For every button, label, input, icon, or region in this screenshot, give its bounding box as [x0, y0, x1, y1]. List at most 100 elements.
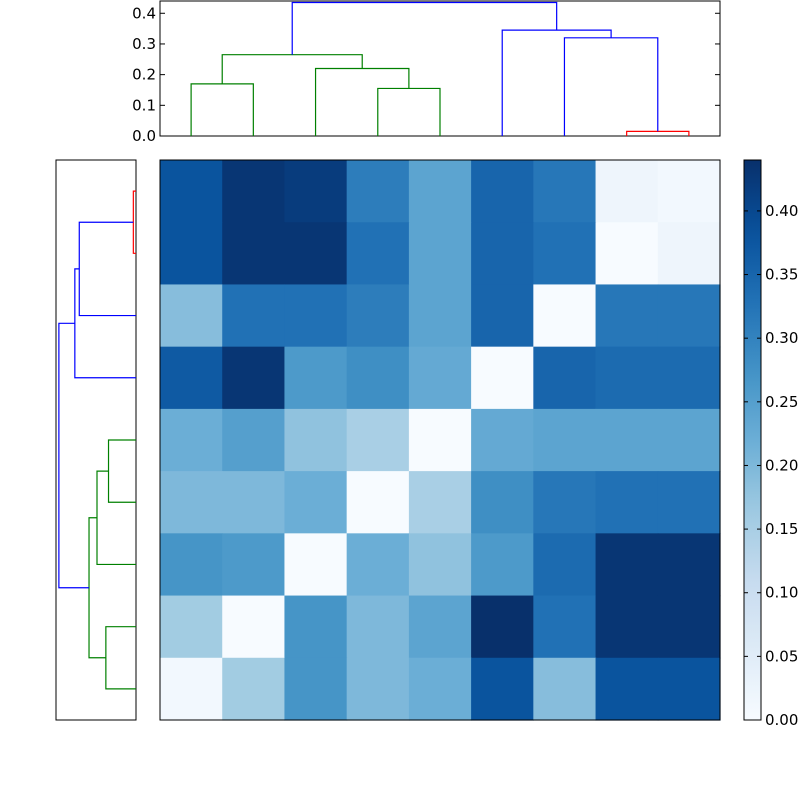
heatmap-cell [222, 222, 286, 286]
heatmap-cell [284, 222, 348, 286]
heatmap-cell [284, 657, 348, 721]
top-dendrogram-ytick-label: 0.2 [132, 66, 156, 84]
heatmap-cell [346, 222, 410, 286]
heatmap-cell [533, 595, 597, 659]
heatmap-cell [284, 408, 348, 472]
heatmap-cell [533, 222, 597, 286]
heatmap-cell [408, 346, 472, 410]
heatmap-cell [346, 657, 410, 721]
heatmap-cell [471, 533, 534, 597]
heatmap-cell [160, 346, 223, 410]
heatmap-cell [533, 346, 597, 410]
heatmap-cell [471, 657, 534, 721]
heatmap-cell [346, 284, 410, 348]
heatmap-frame [159, 159, 721, 721]
heatmap-cell [160, 160, 223, 223]
heatmap-cell [284, 284, 348, 348]
heatmap-cell [657, 160, 721, 223]
heatmap-cell [657, 595, 721, 659]
colorbar-tick-label: 0.30 [765, 329, 798, 347]
left-dendrogram-link [58, 322, 90, 589]
top-dendrogram-ytick-label: 0.4 [132, 4, 156, 22]
heatmap-cell [595, 408, 659, 472]
heatmap-cell [471, 160, 534, 223]
heatmap-cell [222, 284, 286, 348]
heatmap-cell [160, 284, 223, 348]
heatmap-cell [533, 657, 597, 721]
heatmap-cell [471, 222, 534, 286]
heatmap-cell [471, 408, 534, 472]
heatmap-cell [222, 408, 286, 472]
heatmap-cell [471, 346, 534, 410]
heatmap-cell [346, 533, 410, 597]
colorbar-tick-label: 0.20 [765, 456, 798, 474]
top-dendrogram-ytick-label: 0.1 [132, 96, 156, 114]
heatmap-cell [533, 284, 597, 348]
heatmap-cell [595, 284, 659, 348]
heatmap-cell [222, 533, 286, 597]
heatmap-cell [595, 160, 659, 223]
heatmap-cell [284, 595, 348, 659]
heatmap-cell [471, 471, 534, 534]
colorbar-tick-label: 0.25 [765, 393, 798, 411]
heatmap-cell [657, 346, 721, 410]
heatmap-cell [346, 160, 410, 223]
colorbar-tick-label: 0.05 [765, 647, 798, 665]
colorbar-tick-label: 0.15 [765, 520, 798, 538]
colorbar-tick-label: 0.10 [765, 584, 798, 602]
heatmap-cell [346, 346, 410, 410]
heatmap-cell [657, 471, 721, 534]
heatmap-cell [222, 595, 286, 659]
heatmap-cell [284, 160, 348, 223]
heatmap-cell [160, 408, 223, 472]
heatmap-cell [408, 657, 472, 721]
heatmap-cell [222, 346, 286, 410]
heatmap-cell [408, 222, 472, 286]
heatmap-cell [595, 346, 659, 410]
heatmap-cell [160, 222, 223, 286]
heatmap-cell [471, 595, 534, 659]
heatmap-cell [408, 284, 472, 348]
heatmap-cell [533, 408, 597, 472]
heatmap-cell [408, 533, 472, 597]
heatmap-cell [284, 533, 348, 597]
heatmap-cell [222, 657, 286, 721]
heatmap-cell [222, 471, 286, 534]
heatmap-cell [222, 160, 286, 223]
heatmap-cell [471, 284, 534, 348]
heatmap-cell [533, 533, 597, 597]
heatmap-cell [284, 346, 348, 410]
colorbar-tick-label: 0.40 [765, 202, 798, 220]
left-dendrogram-panel [55, 159, 137, 721]
heatmap-cell [595, 471, 659, 534]
heatmap-cell [284, 471, 348, 534]
heatmap-cell [657, 408, 721, 472]
colorbar-tick-label: 0.35 [765, 266, 798, 284]
top-dendrogram-ytick-label: 0.3 [132, 35, 156, 53]
heatmap-cell [346, 471, 410, 534]
heatmap-cell [160, 533, 223, 597]
heatmap-cell [657, 284, 721, 348]
heatmap-cell [408, 160, 472, 223]
colorbar-panel: 0.00 0.05 0.10 0.15 0.20 0.25 0.30 0.35 0.40 [743, 159, 798, 729]
heatmap-cell [160, 471, 223, 534]
heatmap-cell [160, 657, 223, 721]
colorbar-bar [743, 159, 762, 721]
heatmap-cell [657, 533, 721, 597]
heatmap-cell [533, 160, 597, 223]
top-dendrogram-ytick-label: 0.0 [132, 127, 156, 145]
heatmap-cell [595, 533, 659, 597]
heatmap-cell [408, 408, 472, 472]
colorbar-tick-label: 0.00 [765, 711, 798, 729]
heatmap-cell [408, 595, 472, 659]
heatmap-cell [346, 595, 410, 659]
heatmap-panel [159, 159, 721, 721]
heatmap-cell [346, 408, 410, 472]
heatmap-cell [595, 222, 659, 286]
top-dendrogram-panel: 0.0 0.1 0.2 0.3 0.4 [132, 0, 721, 145]
heatmap-cell [657, 657, 721, 721]
heatmap-cell [595, 595, 659, 659]
heatmap-cell [160, 595, 223, 659]
top-dendrogram-link [291, 1, 558, 55]
